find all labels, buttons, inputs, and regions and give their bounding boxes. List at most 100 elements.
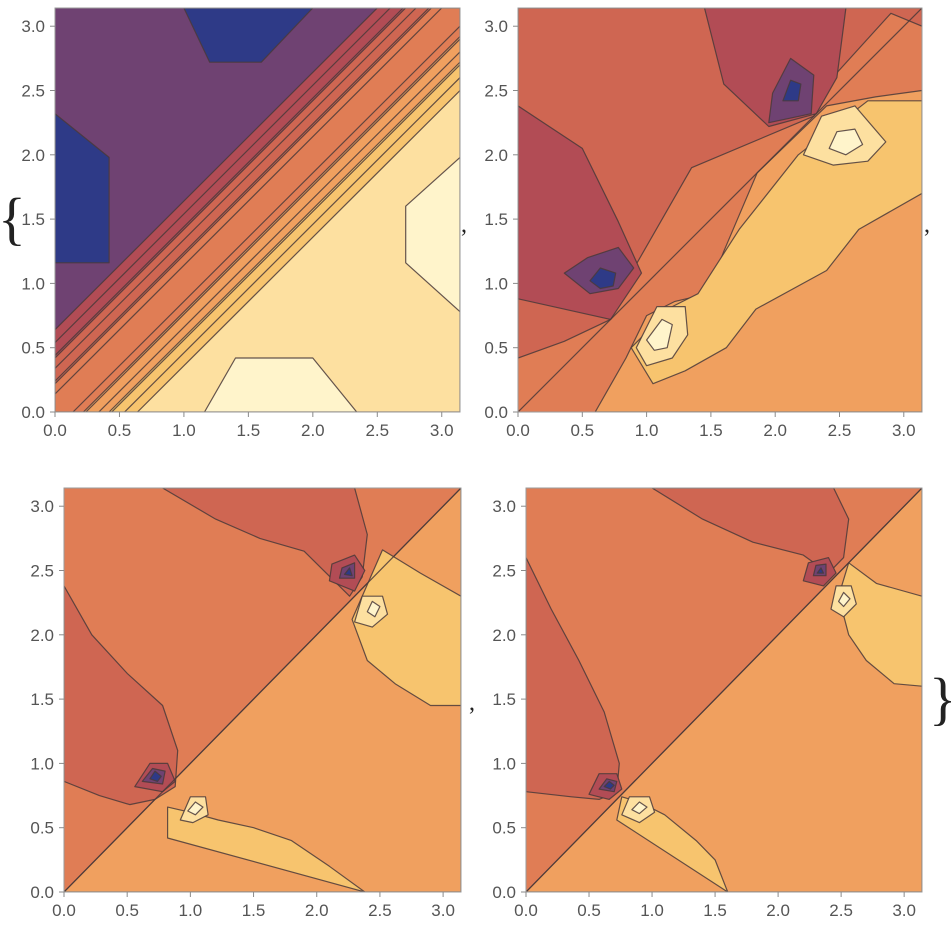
contour-line bbox=[55, 8, 430, 382]
plot-area bbox=[55, 8, 460, 412]
contour-region-level-8 bbox=[837, 591, 851, 608]
contour-region-level-0 bbox=[55, 113, 110, 264]
contour-region-level-3 bbox=[64, 585, 179, 806]
contour-region-level-3 bbox=[162, 488, 368, 597]
x-tick-label: 2.5 bbox=[365, 421, 389, 440]
contour-region-level-6 bbox=[351, 549, 461, 707]
y-tick-label: 0.5 bbox=[30, 819, 54, 838]
plot-frame bbox=[517, 7, 923, 413]
contour-region-level-6 bbox=[630, 100, 922, 385]
contour-line bbox=[55, 8, 443, 395]
x-tick-label: 2.0 bbox=[301, 421, 325, 440]
contour-region-level-0 bbox=[183, 8, 314, 63]
contour-region-level-8 bbox=[405, 156, 460, 313]
contour-region-level-7 bbox=[136, 89, 460, 412]
contour-line bbox=[72, 25, 460, 412]
x-tick-label: 0.5 bbox=[577, 901, 601, 920]
contour-line bbox=[55, 8, 417, 369]
y-tick-label: 2.5 bbox=[492, 562, 516, 581]
plot-area bbox=[518, 8, 922, 412]
y-tick-label: 0.0 bbox=[484, 403, 508, 422]
x-tick-label: 2.0 bbox=[305, 901, 329, 920]
list-close-brace: } bbox=[929, 666, 951, 731]
contour-region-level-8 bbox=[203, 357, 358, 412]
contour-line bbox=[111, 64, 460, 412]
x-tick-label: 1.0 bbox=[179, 901, 203, 920]
contour-region-level-8 bbox=[366, 600, 381, 618]
contour-panel-top-left: 0.0 0.5 1.0 1.5 2.0 2.5 3.0 0.0 0.5 1.0 1.5 2.0 2.5 3… bbox=[21, 7, 461, 440]
x-tick-label: 1.5 bbox=[699, 421, 723, 440]
contour-region-level-8 bbox=[631, 801, 648, 815]
y-tick-label: 1.0 bbox=[492, 754, 516, 773]
x-tick-label: 1.0 bbox=[172, 421, 196, 440]
x-tick-label: 0.5 bbox=[570, 421, 594, 440]
y-tick-label: 0.0 bbox=[492, 883, 516, 902]
x-tick-label: 2.5 bbox=[829, 901, 853, 920]
x-tick-label: 0.5 bbox=[115, 901, 139, 920]
contour-region-level-0 bbox=[343, 567, 353, 577]
plot-frame bbox=[63, 487, 462, 893]
contour-line bbox=[55, 8, 404, 356]
contour-region-level-6 bbox=[167, 806, 366, 892]
contour-line bbox=[124, 77, 460, 412]
x-tick-label: 3.0 bbox=[892, 421, 916, 440]
contour-region-level-0 bbox=[603, 780, 615, 790]
plot-frame bbox=[525, 487, 923, 893]
contour-line bbox=[55, 8, 391, 344]
x-tick-label: 0.0 bbox=[52, 901, 76, 920]
y-tick-label: 1.5 bbox=[21, 210, 45, 229]
contour-region-level-0 bbox=[149, 770, 162, 783]
y-tick-label: 2.5 bbox=[484, 82, 508, 101]
x-tick-label: 3.0 bbox=[892, 901, 916, 920]
list-separator-2: , bbox=[924, 212, 930, 238]
list-separator-3: , bbox=[469, 690, 475, 716]
y-tick-label: 3.0 bbox=[30, 497, 54, 516]
x-tick-label: 3.0 bbox=[430, 421, 454, 440]
plot-area bbox=[64, 488, 461, 892]
y-tick-label: 1.5 bbox=[30, 690, 54, 709]
y-tick-label: 0.5 bbox=[21, 339, 45, 358]
y-tick-label: 1.5 bbox=[492, 690, 516, 709]
contour-line bbox=[98, 51, 460, 412]
contour-line bbox=[85, 38, 460, 412]
contour-region-level-0 bbox=[589, 267, 617, 290]
x-tick-label: 1.0 bbox=[640, 901, 664, 920]
x-tick-label: 1.0 bbox=[635, 421, 659, 440]
x-tick-label: 1.5 bbox=[242, 901, 266, 920]
y-tick-label: 2.0 bbox=[21, 146, 45, 165]
y-tick-label: 2.0 bbox=[30, 626, 54, 645]
y-tick-label: 2.0 bbox=[492, 626, 516, 645]
x-tick-label: 0.0 bbox=[506, 421, 530, 440]
y-tick-label: 1.0 bbox=[30, 754, 54, 773]
plot-frame bbox=[54, 7, 461, 413]
plot-area bbox=[526, 488, 922, 892]
contour-panel-bottom-left: 0.0 0.5 1.0 1.5 2.0 2.5 3.0 0.0 0.5 1.0 1.5 2.0 2.5 3… bbox=[30, 487, 462, 920]
x-tick-label: 1.5 bbox=[237, 421, 261, 440]
y-tick-label: 0.5 bbox=[492, 819, 516, 838]
x-tick-label: 2.0 bbox=[766, 901, 790, 920]
y-tick-label: 3.0 bbox=[492, 497, 516, 516]
list-separator-1: , bbox=[461, 212, 467, 238]
x-tick-label: 2.0 bbox=[763, 421, 787, 440]
y-tick-label: 3.0 bbox=[21, 17, 45, 36]
x-tick-label: 0.5 bbox=[108, 421, 132, 440]
contour-region-level-0 bbox=[816, 567, 825, 574]
x-tick-label: 2.5 bbox=[368, 901, 392, 920]
contour-region-level-8 bbox=[187, 801, 204, 816]
y-tick-label: 3.0 bbox=[484, 17, 508, 36]
x-tick-label: 0.0 bbox=[43, 421, 67, 440]
x-tick-label: 3.0 bbox=[431, 901, 455, 920]
list-open-brace: { bbox=[0, 186, 26, 251]
y-tick-label: 2.0 bbox=[484, 146, 508, 165]
y-tick-label: 1.5 bbox=[484, 210, 508, 229]
contour-panel-top-right: 0.0 0.5 1.0 1.5 2.0 2.5 3.0 0.0 0.5 1.0 1.5 2.0 2.5 3… bbox=[484, 7, 923, 440]
y-tick-label: 1.0 bbox=[484, 274, 508, 293]
y-tick-label: 0.0 bbox=[30, 883, 54, 902]
contour-line bbox=[64, 488, 461, 892]
y-tick-label: 2.5 bbox=[30, 562, 54, 581]
contour-region-level-8 bbox=[828, 128, 864, 156]
y-tick-label: 0.0 bbox=[21, 403, 45, 422]
x-tick-label: 1.5 bbox=[703, 901, 727, 920]
contour-region-level-8 bbox=[645, 318, 673, 351]
